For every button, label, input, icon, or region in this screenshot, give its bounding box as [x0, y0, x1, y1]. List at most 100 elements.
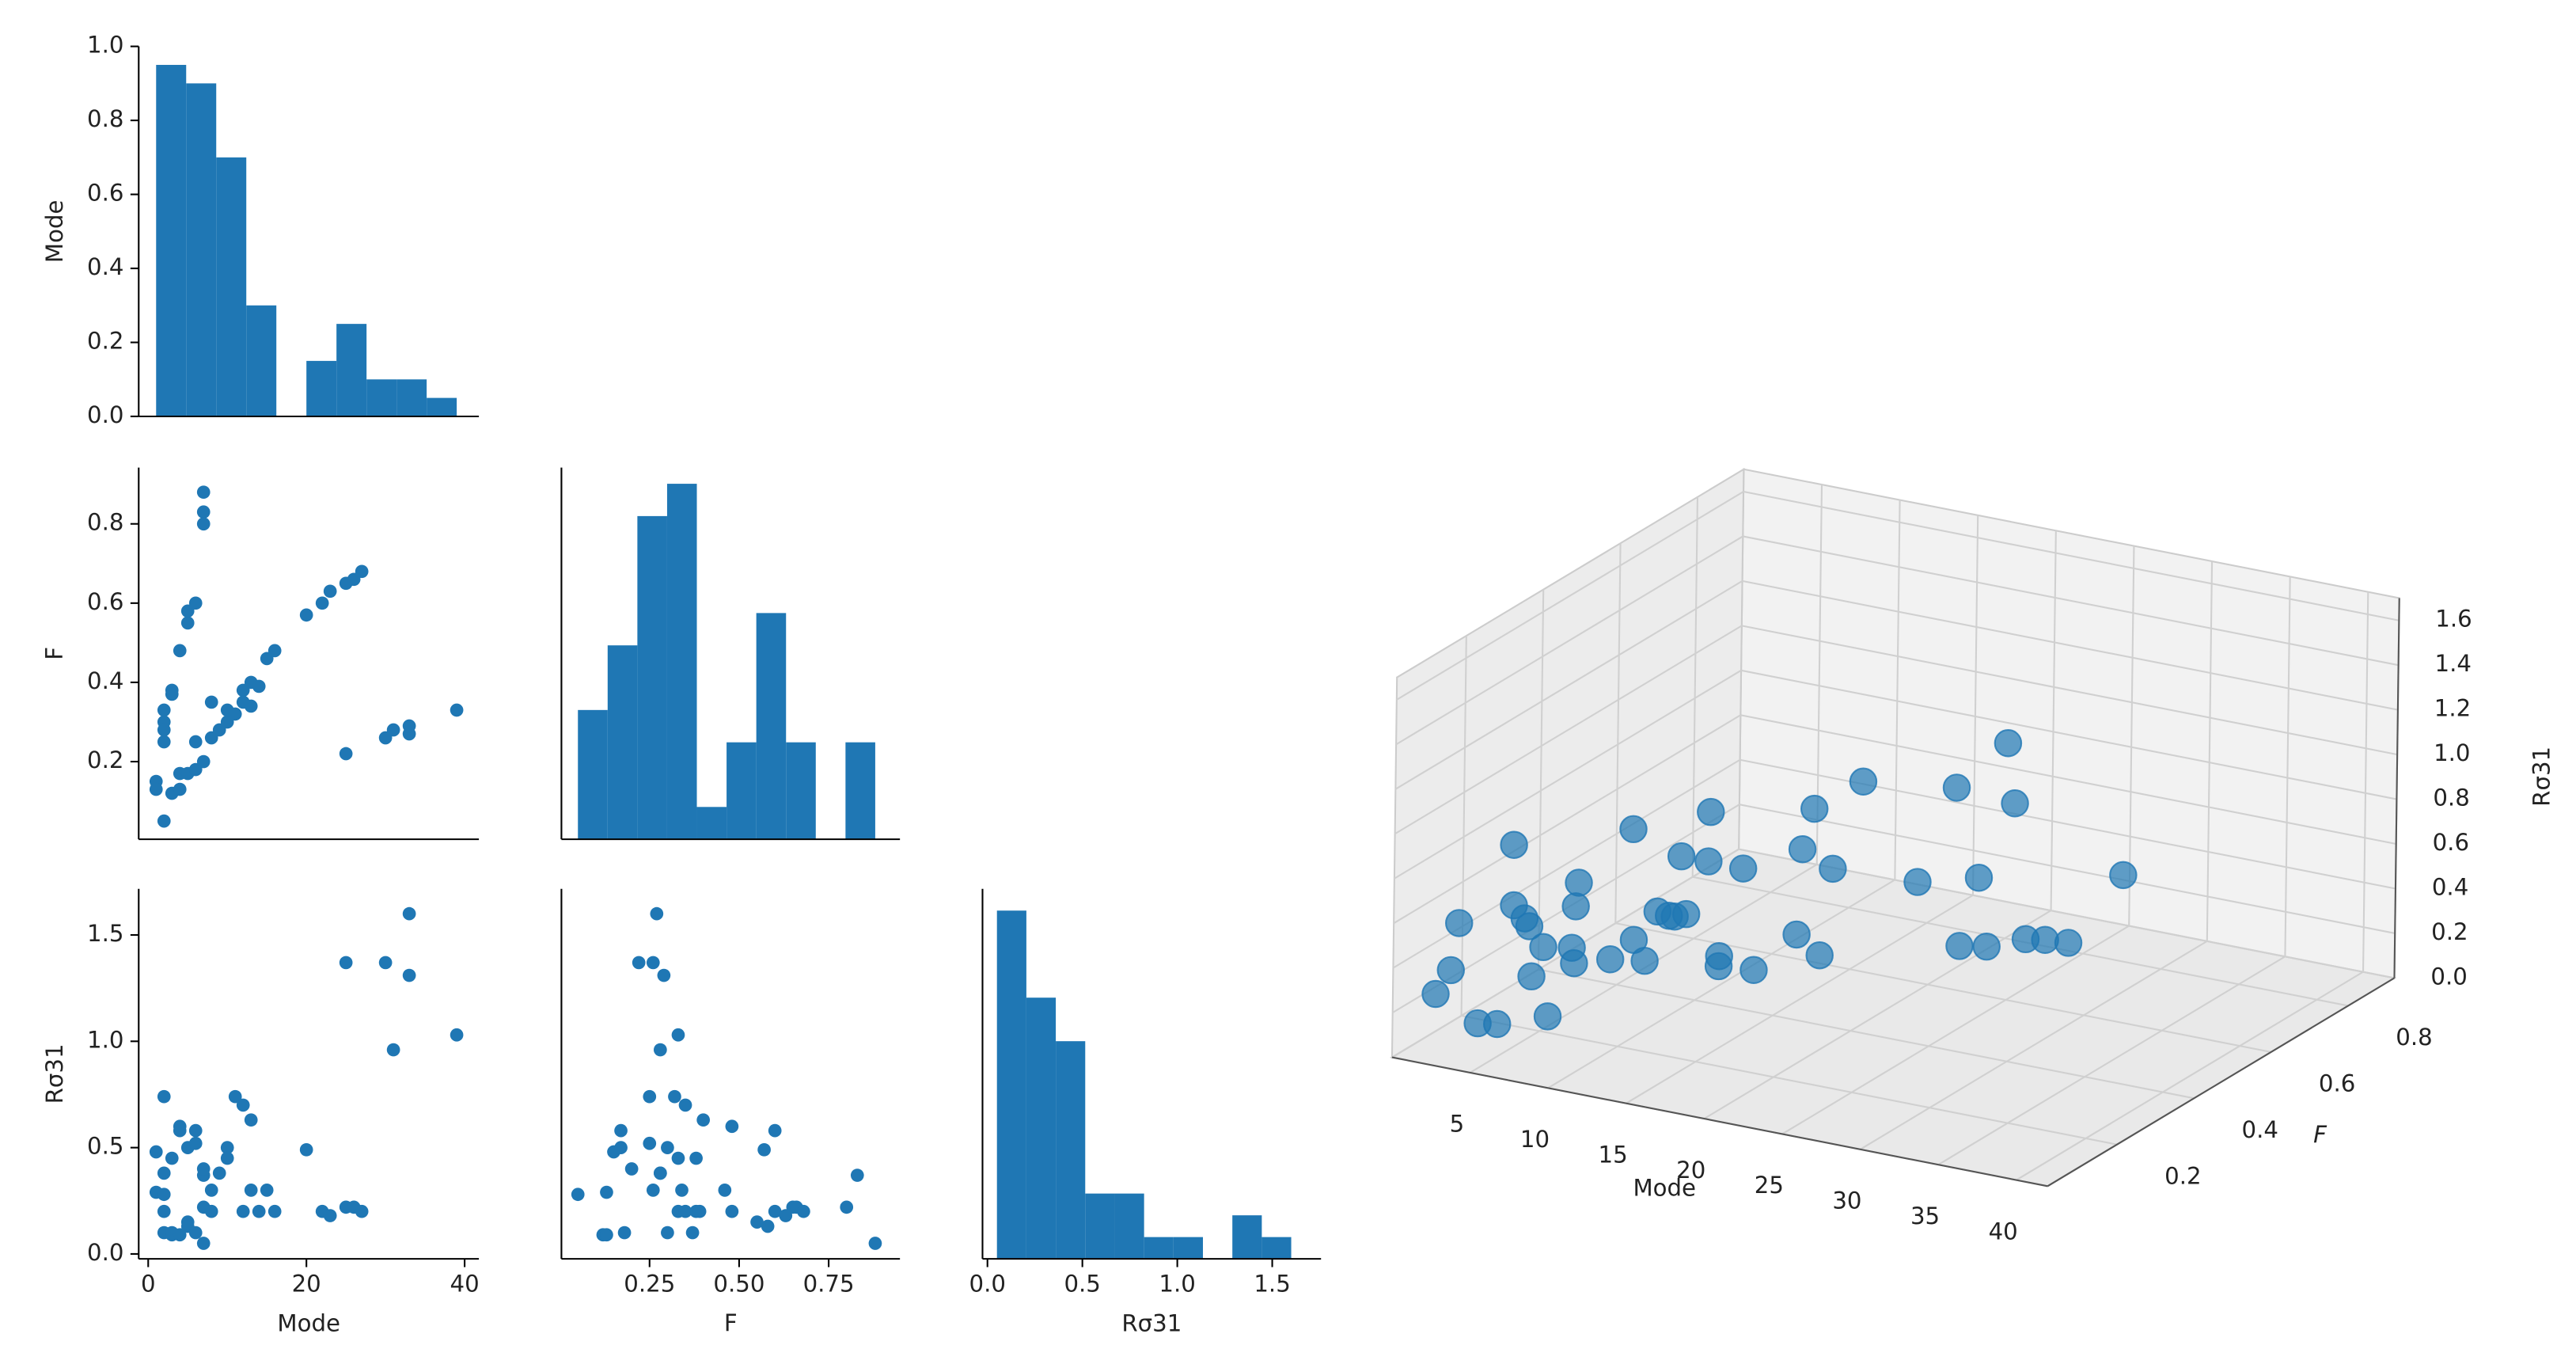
y-tick-label: 0.2	[2164, 1162, 2201, 1189]
grid-line	[1394, 580, 1743, 790]
grid-line	[1740, 714, 2396, 846]
scatter-point	[797, 1204, 810, 1218]
scatter-point	[614, 1123, 628, 1138]
scatter3d-point	[1619, 815, 1648, 844]
x-tick-label: 0.50	[713, 1271, 764, 1298]
scatter3d-point	[1557, 933, 1586, 962]
scatter3d-point	[1994, 728, 2023, 758]
hist-bar	[727, 742, 757, 840]
scatter3d-point	[1849, 767, 1878, 796]
scatter-point	[355, 564, 369, 579]
x-tick-label: 1.5	[1254, 1271, 1290, 1298]
scatter-point	[157, 1204, 171, 1218]
hist-bar	[786, 742, 816, 840]
scatter-point	[173, 1123, 187, 1138]
scatter-point	[643, 1136, 657, 1150]
scatter3d-point	[1964, 863, 1994, 892]
scatter3d-point	[1500, 830, 1528, 859]
scatter3d-point	[1529, 933, 1557, 962]
scatter-point	[173, 782, 187, 796]
grid-line	[1394, 625, 1743, 835]
scatter-point	[188, 1136, 203, 1150]
hist-bar	[637, 515, 667, 840]
scatter-point	[267, 1204, 282, 1218]
y-tick-label: 1.0	[87, 32, 123, 59]
scatter3d-point	[1515, 912, 1544, 940]
scatter-point	[220, 1151, 234, 1165]
z-axis-label: Rσ31	[2528, 747, 2555, 807]
hist-bar	[1144, 1237, 1174, 1260]
scatter-point	[632, 956, 646, 970]
scatter-point	[228, 1089, 242, 1104]
grid-line	[1739, 758, 2396, 890]
hist-bar	[336, 324, 367, 416]
grid-line	[1461, 1014, 2118, 1146]
y-tick-label: 0.8	[2396, 1024, 2432, 1051]
scatter-point	[188, 596, 203, 610]
grid-line	[2362, 591, 2369, 972]
scatter-point	[236, 1098, 250, 1112]
scatter-point	[571, 1188, 585, 1202]
scatter3d-point	[1444, 909, 1474, 937]
scatter-point	[386, 1043, 400, 1057]
scatter-point	[450, 703, 464, 717]
hist-bar	[1026, 998, 1057, 1260]
hist-bar	[1261, 1237, 1292, 1260]
y-tick-label: 0.4	[2242, 1116, 2278, 1143]
scatter3d-point	[2054, 929, 2083, 957]
y-axis-label: F	[2313, 1122, 2328, 1149]
grid-line	[1614, 543, 1622, 924]
hist-bar	[366, 379, 397, 416]
scatter-point	[339, 956, 353, 970]
scatter-point	[196, 754, 211, 769]
scatter3d-point	[1942, 773, 1971, 802]
z-tick-label: 0.8	[2433, 785, 2469, 811]
scatter-point	[149, 1145, 163, 1159]
scatter-point	[157, 1188, 171, 1202]
z-tick-label: 0.6	[2433, 829, 2469, 856]
scatter-point	[188, 735, 203, 749]
scatter-point	[685, 1226, 700, 1240]
y-tick-label: 0.4	[87, 253, 123, 280]
scatter-point	[661, 1226, 674, 1240]
scatter-point	[646, 1184, 660, 1197]
scatter-point	[157, 723, 171, 737]
scatter3d-point	[1436, 956, 1466, 985]
x-tick-label: 1.0	[1159, 1271, 1195, 1298]
scatter-point	[323, 1209, 337, 1222]
x-tick-label: 0.25	[624, 1271, 675, 1298]
scatter3d-point	[1694, 847, 1723, 876]
scatter-point	[678, 1098, 692, 1112]
x-tick-label: 15	[1599, 1141, 1628, 1168]
scatter-point	[692, 1204, 707, 1218]
scatter-point	[678, 1204, 692, 1218]
scatter-point	[173, 1228, 187, 1242]
scatter-point	[315, 596, 329, 610]
scatter3d-point	[1533, 1002, 1562, 1031]
scatter3d-point	[1819, 854, 1847, 884]
grid-line	[2128, 545, 2135, 926]
y-tick-label: 1.0	[87, 1026, 123, 1053]
scatter-point	[157, 703, 171, 717]
y-axis-label: Mode	[41, 200, 68, 263]
scatter3d-point	[1565, 868, 1593, 897]
scatter-point	[196, 505, 211, 519]
y-tick-label: 0.2	[87, 747, 123, 773]
scatter-point	[600, 1228, 613, 1242]
hist-bar	[1114, 1193, 1144, 1260]
scatter-point	[188, 1123, 203, 1138]
hist-bar	[156, 64, 187, 416]
grid-line	[1743, 535, 2399, 667]
grid-line	[1538, 968, 2195, 1100]
x-tick-label: 5	[1450, 1111, 1465, 1138]
scatter-point	[646, 956, 660, 970]
hist-bar	[306, 360, 337, 416]
x-tick-label: 10	[1520, 1126, 1550, 1153]
scatter3d-point	[1945, 932, 1974, 960]
scatter-point	[260, 1184, 274, 1197]
grid-line	[1460, 636, 1467, 1016]
grid-line	[1394, 669, 1742, 880]
y-tick-label: 0.0	[87, 1239, 123, 1266]
scatter3d-point	[1655, 901, 1683, 930]
scatter-point	[180, 616, 195, 630]
